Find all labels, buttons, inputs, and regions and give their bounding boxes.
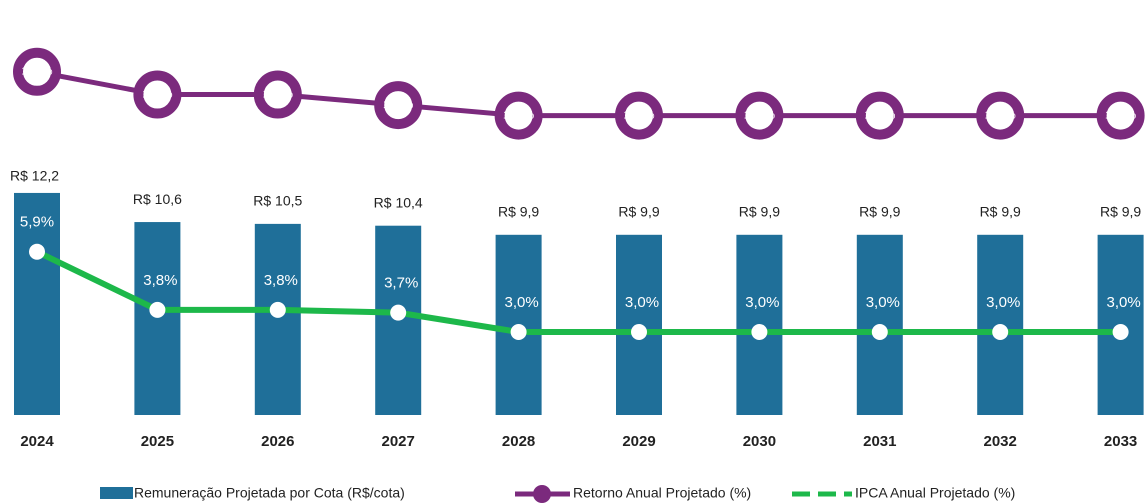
x-tick-label: 2027 (382, 433, 415, 450)
bar-value-label: R$ 9,9 (618, 204, 659, 220)
marker (855, 91, 904, 140)
marker (1112, 324, 1129, 340)
marker (615, 91, 663, 140)
bar-value-label: R$ 9,9 (1100, 204, 1141, 220)
point-label: 3,0% (1106, 294, 1140, 311)
bar-value-label: R$ 10,5 (253, 193, 302, 209)
x-tick-label: 2028 (502, 433, 535, 450)
marker (1096, 91, 1145, 140)
point-label: 10,5% (864, 109, 895, 121)
marker (510, 324, 527, 340)
point-label: 10,5% (503, 109, 534, 121)
point-label: 3,0% (504, 294, 538, 311)
point-label: 3,0% (625, 294, 659, 311)
x-tick-label: 2032 (984, 433, 1017, 450)
x-tick-label: 2024 (20, 433, 54, 450)
x-tick-label: 2031 (863, 433, 896, 450)
marker (149, 301, 166, 318)
point-label: 3,8% (143, 272, 177, 289)
marker (29, 243, 45, 260)
marker (374, 81, 423, 130)
line (35, 249, 1121, 335)
marker (735, 91, 784, 140)
marker (494, 91, 543, 140)
marker (13, 47, 61, 96)
legend-swatch (100, 487, 133, 499)
line (36, 69, 1121, 119)
marker (631, 324, 647, 340)
marker (871, 324, 888, 340)
marker (992, 324, 1009, 340)
point-label: 3,0% (866, 294, 900, 311)
legend-swatch (533, 485, 551, 503)
bar (14, 192, 60, 415)
marker (133, 70, 182, 119)
point-label: 10,5% (744, 109, 775, 121)
bar-value-label: R$ 12,2 (10, 168, 59, 184)
bar-value-label: R$ 9,9 (980, 204, 1021, 220)
x-tick-label: 2030 (743, 433, 776, 450)
bar-value-label: R$ 10,6 (133, 191, 182, 207)
x-tick-label: 2025 (141, 433, 174, 450)
legend-label: Remuneração Projetada por Cota (R$/cota) (134, 485, 405, 501)
point-label: 3,0% (986, 294, 1020, 311)
legend-label: Retorno Anual Projetado (%) (573, 485, 751, 501)
x-tick-label: 2026 (261, 433, 294, 450)
point-label: 5,9% (20, 214, 54, 231)
point-label: 11,7% (263, 88, 294, 100)
point-label: 10,5% (1105, 109, 1136, 121)
point-label: 10,5% (985, 109, 1016, 121)
bar-value-label: R$ 10,4 (374, 194, 423, 210)
marker (269, 301, 286, 318)
point-label: 3,0% (745, 294, 779, 311)
marker (253, 70, 302, 119)
point-label: 3,7% (384, 275, 418, 292)
point-label: 13,0% (21, 66, 52, 78)
bar-value-label: R$ 9,9 (859, 204, 900, 220)
bar (254, 223, 301, 415)
bar-value-label: R$ 9,9 (498, 204, 539, 220)
point-label: 11,7% (142, 88, 173, 100)
point-label: 11,1% (383, 99, 414, 111)
point-label: 3,8% (264, 272, 298, 289)
marker (390, 304, 407, 321)
point-label: 10,5% (623, 109, 654, 121)
marker (751, 324, 768, 340)
x-tick-label: 2033 (1104, 433, 1137, 450)
bar-value-label: R$ 9,9 (739, 204, 780, 220)
marker (976, 91, 1025, 140)
x-tick-label: 2029 (622, 433, 655, 450)
bar (134, 222, 181, 415)
legend-label: IPCA Anual Projetado (%) (855, 485, 1015, 501)
